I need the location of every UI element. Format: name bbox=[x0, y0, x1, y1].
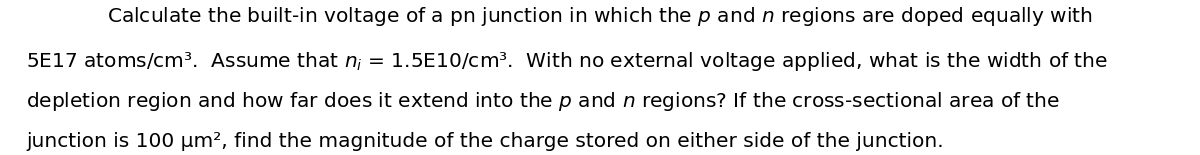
Text: 5E17 atoms/cm³.  Assume that $n_i$ = 1.5E10/cm³.  With no external voltage appli: 5E17 atoms/cm³. Assume that $n_i$ = 1.5E… bbox=[26, 50, 1109, 73]
Text: junction is 100 μm², find the magnitude of the charge stored on either side of t: junction is 100 μm², find the magnitude … bbox=[26, 132, 944, 151]
Text: Calculate the built-in voltage of a pn junction in which the $p$ and $n$ regions: Calculate the built-in voltage of a pn j… bbox=[107, 5, 1093, 28]
Text: depletion region and how far does it extend into the $p$ and $n$ regions? If the: depletion region and how far does it ext… bbox=[26, 90, 1061, 113]
